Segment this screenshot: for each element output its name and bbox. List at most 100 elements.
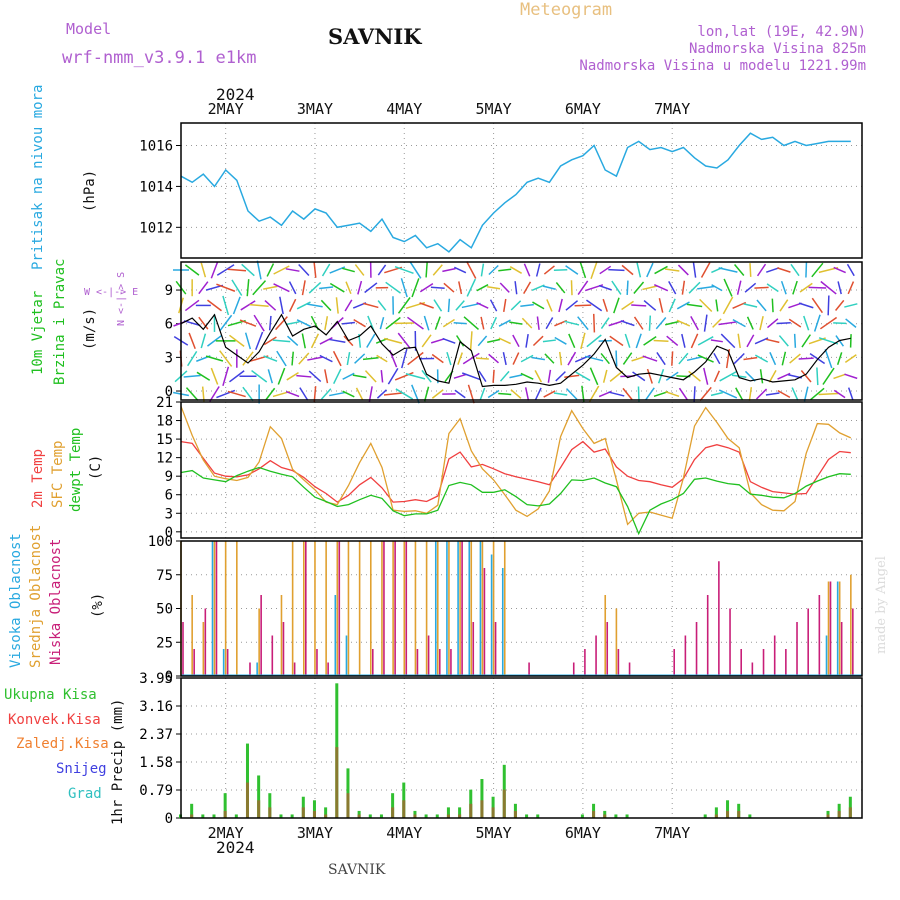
wind-arrow: [277, 367, 286, 385]
wind-arrow: [586, 334, 602, 348]
precip-bar-total: [257, 775, 261, 818]
wind-arrow: [816, 367, 819, 386]
day-label-top: 4MAY: [386, 100, 422, 118]
precip-bar-total: [379, 814, 383, 818]
wind-arrow: [383, 392, 403, 396]
wind-arrow: [346, 352, 351, 366]
wind-arrow: [798, 302, 814, 309]
wind-arrow: [222, 295, 230, 316]
wind-arrow: [580, 332, 586, 350]
wind-arrow: [715, 299, 719, 312]
wind-arrow: [766, 283, 779, 293]
wind-arrow: [275, 316, 288, 331]
wind-arrow: [769, 352, 777, 366]
wind-arrow: [586, 299, 603, 312]
wind-arrow: [489, 299, 498, 312]
wind-arrow: [442, 337, 456, 344]
wind-arrow: [453, 373, 467, 379]
precip-bar-conv: [357, 814, 361, 818]
wind-arrow: [811, 262, 824, 278]
wind-arrow: [229, 334, 245, 347]
wind-arrow: [646, 262, 654, 278]
wind-arrow: [678, 352, 689, 365]
wind-arrow: [635, 333, 642, 349]
precip-bar-total: [580, 814, 584, 818]
wind-arrow: [421, 334, 432, 348]
model-name: wrf-nmm_v3.9.1 e1km: [62, 48, 257, 68]
wind-arrow: [609, 370, 624, 382]
wind-arrow: [227, 390, 246, 398]
wind-arrow: [748, 387, 753, 401]
wind-arrow: [201, 386, 205, 402]
wind-arrow: [643, 299, 657, 311]
wind-arrow: [653, 284, 669, 292]
wind-arrow: [665, 390, 680, 398]
precip-bar-conv: [391, 807, 395, 818]
wind-arrow: [521, 317, 533, 329]
wind-arrow: [287, 335, 299, 347]
wind-arrow: [558, 298, 563, 313]
wind-arrow: [615, 350, 618, 367]
wind-arrow: [565, 388, 578, 400]
wind-arrow: [844, 354, 857, 364]
wind-arrow: [743, 356, 758, 361]
wind-arrow: [818, 392, 839, 396]
wind-arrow: [411, 278, 420, 298]
wind-arrow: [800, 370, 812, 383]
precip-bar-conv: [592, 810, 596, 818]
wind-arrow: [632, 371, 646, 382]
wind-arrow: [718, 321, 738, 326]
wind-arrow: [285, 268, 300, 272]
day-label-bottom: 7MAY: [654, 824, 690, 842]
wind-arrow: [432, 264, 443, 276]
wind-arrow: [844, 303, 858, 308]
wind-arrow: [492, 369, 495, 383]
y-tick-label: 1014: [139, 179, 173, 195]
wind-arrow: [307, 303, 323, 308]
wind-arrow: [298, 352, 310, 365]
wind-arrow: [478, 370, 487, 383]
wind-arrow: [654, 265, 668, 275]
wind-arrow: [809, 353, 826, 365]
y-tick-label: 75: [156, 568, 173, 584]
wind-arrow: [188, 332, 196, 350]
wind-arrow: [644, 387, 655, 401]
wind-arrow: [756, 299, 767, 312]
precip-bar-total: [234, 814, 238, 818]
wind-arrow: [834, 299, 845, 311]
precip-bar-total: [480, 779, 484, 818]
precip-bar-conv: [480, 800, 484, 818]
wind-arrow: [477, 335, 488, 347]
wind-arrow: [771, 298, 774, 313]
y-tick-label: 0: [165, 811, 173, 827]
day-label-top: 7MAY: [654, 100, 690, 118]
precip-bar-conv: [714, 814, 718, 818]
wind-arrow: [555, 371, 566, 382]
wind-arrow: [406, 316, 424, 330]
precip-bar-conv: [837, 810, 841, 818]
wind-arrow: [666, 335, 679, 347]
wind-arrow: [665, 371, 679, 381]
wind-arrow: [431, 353, 444, 364]
wind-arrow: [354, 353, 366, 364]
wind-arrow: [766, 318, 779, 329]
wind-arrow: [333, 368, 342, 384]
wind-arrow: [710, 391, 723, 397]
wind-arrow: [354, 264, 365, 276]
wind-arrow: [267, 369, 274, 384]
wind-arrow: [324, 316, 329, 331]
legend-conv-precip: Konvek.Kisa: [8, 712, 101, 728]
wind-arrow: [756, 263, 767, 277]
wind-arrow: [711, 284, 723, 292]
wind-arrow: [642, 285, 658, 291]
wind-arrow: [720, 333, 736, 349]
wind-arrow: [335, 297, 339, 314]
wind-arrow: [397, 332, 411, 350]
wind-arrow: [210, 261, 219, 279]
wind-arrow: [264, 300, 277, 311]
wind-arrow: [765, 392, 780, 396]
wind-arrow: [574, 304, 592, 307]
wind-arrow: [805, 262, 808, 278]
wind-arrow: [205, 355, 224, 362]
